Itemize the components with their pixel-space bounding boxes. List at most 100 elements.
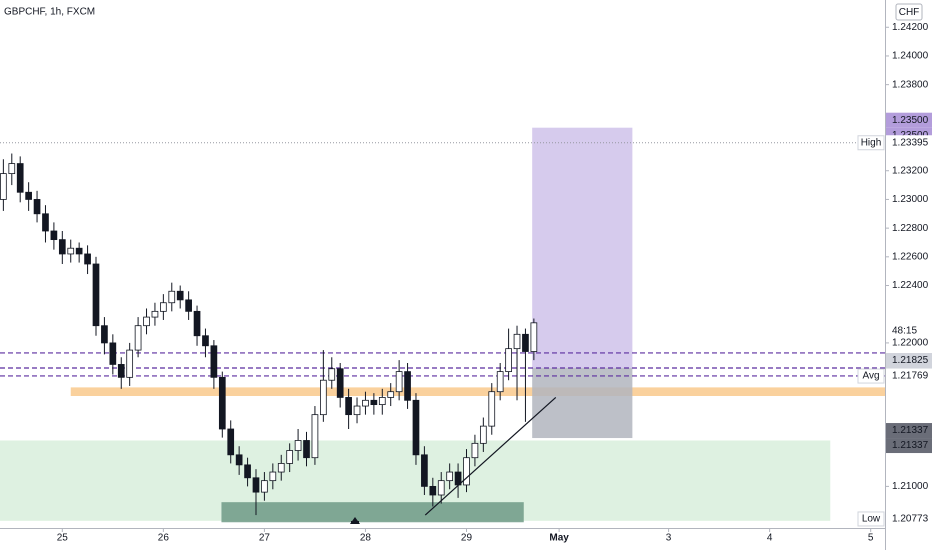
candle-body xyxy=(109,342,117,365)
candle-body xyxy=(404,371,411,401)
price-badge-label: 1.21337 xyxy=(892,425,929,436)
zone xyxy=(532,127,633,369)
y-tick-label: 1.22400 xyxy=(892,280,929,291)
candle-body xyxy=(277,463,285,473)
y-tick-label: 1.23800 xyxy=(892,79,929,90)
candle-body xyxy=(25,191,32,200)
candle-body xyxy=(244,464,251,479)
currency: CHF xyxy=(899,7,920,18)
candle-body xyxy=(126,349,134,378)
candle-body xyxy=(58,239,66,255)
trend-line xyxy=(424,396,557,516)
zone xyxy=(70,387,885,396)
price-badge xyxy=(886,511,932,527)
candle-body xyxy=(513,333,521,350)
y-tick-label: 1.23000 xyxy=(892,194,929,205)
x-tick-label: 25 xyxy=(57,533,69,544)
candle-body xyxy=(235,454,243,466)
x-tick-label: 26 xyxy=(158,533,170,544)
price-badge xyxy=(886,368,932,384)
countdown: 48:15 xyxy=(892,325,917,336)
candle-body xyxy=(168,290,176,304)
candle-body xyxy=(218,376,226,430)
candle-body xyxy=(387,391,395,398)
price-badge xyxy=(886,423,932,439)
x-tick-label: 5 xyxy=(868,533,874,544)
candle-body xyxy=(75,247,83,255)
candle-body xyxy=(185,299,192,312)
price-badge-label: 1.20773 xyxy=(892,514,929,525)
candle-body xyxy=(328,368,336,381)
plot-area xyxy=(0,127,885,523)
candle-body xyxy=(471,442,479,459)
candle-body xyxy=(160,302,167,312)
price-tag-box xyxy=(857,368,885,384)
candle-body xyxy=(353,405,361,416)
y-tick-label: 1.23200 xyxy=(892,165,929,176)
y-tick-label: 1.22000 xyxy=(892,338,929,349)
price-tag: Low xyxy=(862,514,881,525)
candle-body xyxy=(505,348,512,373)
candle-body xyxy=(395,371,403,393)
candle-body xyxy=(176,290,184,301)
chart-title: GBPCHF, 1h, FXCM xyxy=(4,7,95,18)
candle-body xyxy=(16,163,24,193)
candle-body xyxy=(210,345,218,378)
candle-body xyxy=(261,480,268,493)
y-tick-label: 1.21000 xyxy=(892,481,929,492)
candle-body xyxy=(311,414,319,459)
candle-body xyxy=(496,371,504,393)
candle-body xyxy=(286,450,294,464)
candle-body xyxy=(227,428,235,456)
candle-body xyxy=(252,477,260,493)
x-tick-label: 27 xyxy=(259,533,271,544)
zone xyxy=(221,502,524,523)
price-badge xyxy=(886,112,932,128)
price-badge-label: 1.23395 xyxy=(892,137,929,148)
x-tick-label: May xyxy=(549,533,569,544)
candle-body xyxy=(8,163,16,175)
candle-body xyxy=(522,333,529,352)
candle-body xyxy=(303,440,310,459)
candle-body xyxy=(530,322,538,352)
candle-body xyxy=(463,457,470,486)
candle-body xyxy=(378,397,386,406)
candle-body xyxy=(429,485,437,496)
price-badge-label: 1.21825 xyxy=(892,355,929,366)
price-tag-box xyxy=(857,511,885,527)
candle-body xyxy=(33,199,41,215)
x-tick-label: 28 xyxy=(360,533,372,544)
candle-body xyxy=(362,399,369,407)
price-badge-label: 1.23500 xyxy=(892,115,929,126)
y-tick-label: 1.22600 xyxy=(892,251,929,262)
candle-body xyxy=(42,213,49,232)
candle-body xyxy=(117,364,125,378)
candle-body xyxy=(412,399,420,456)
candle-body xyxy=(488,391,496,427)
candle-body xyxy=(479,425,487,444)
candle-body xyxy=(50,230,58,241)
price-tag: High xyxy=(861,137,882,148)
x-tick-label: 4 xyxy=(767,533,773,544)
price-badge-label: 1.21337 xyxy=(892,440,929,451)
candle-body xyxy=(0,173,7,200)
candle-body xyxy=(151,310,159,318)
candle-body xyxy=(446,471,454,482)
marker-icon xyxy=(350,517,360,524)
candle-body xyxy=(92,263,100,327)
price-badge-label: 1.21769 xyxy=(892,371,929,382)
candle-body xyxy=(193,310,201,337)
price-badge xyxy=(886,438,932,454)
candle-body xyxy=(143,316,150,327)
candle-body xyxy=(336,368,344,398)
candle-body xyxy=(134,325,142,351)
candle-body xyxy=(67,247,75,255)
candle-body xyxy=(269,471,277,482)
candle-body xyxy=(320,379,327,416)
countdown-box xyxy=(886,323,932,338)
price-tag-box xyxy=(857,135,885,151)
price-tag: Avg xyxy=(862,371,879,382)
candle-body xyxy=(345,397,352,416)
